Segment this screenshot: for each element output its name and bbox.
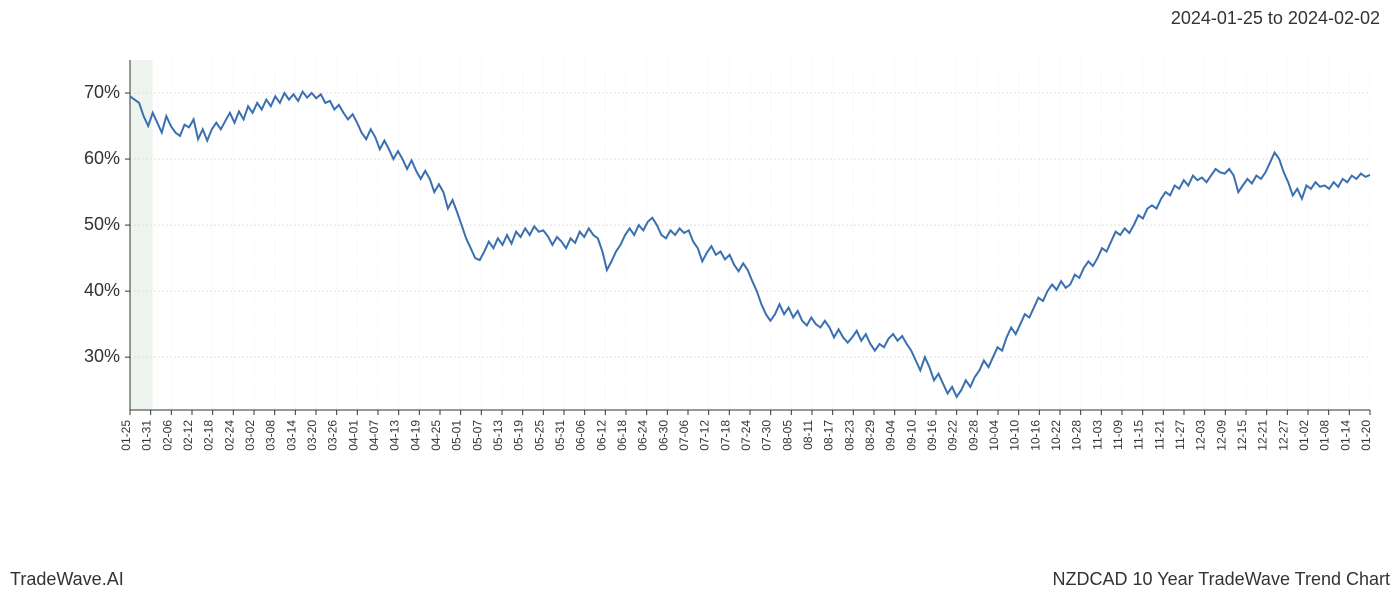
svg-text:04-19: 04-19 <box>408 420 422 451</box>
svg-text:09-28: 09-28 <box>966 420 980 451</box>
svg-text:02-18: 02-18 <box>202 420 216 451</box>
svg-text:50%: 50% <box>84 214 120 234</box>
svg-text:03-02: 03-02 <box>243 420 257 451</box>
svg-text:08-17: 08-17 <box>822 420 836 451</box>
svg-text:02-12: 02-12 <box>181 420 195 451</box>
svg-text:07-18: 07-18 <box>718 420 732 451</box>
brand-label: TradeWave.AI <box>10 569 124 590</box>
svg-text:10-22: 10-22 <box>1049 420 1063 451</box>
svg-text:06-06: 06-06 <box>574 420 588 451</box>
svg-text:04-13: 04-13 <box>388 420 402 451</box>
svg-text:11-15: 11-15 <box>1132 420 1146 450</box>
svg-text:03-20: 03-20 <box>305 420 319 451</box>
svg-text:06-24: 06-24 <box>636 420 650 451</box>
svg-text:12-15: 12-15 <box>1235 420 1249 451</box>
svg-text:03-08: 03-08 <box>264 420 278 451</box>
svg-text:01-31: 01-31 <box>140 420 154 451</box>
svg-text:10-28: 10-28 <box>1070 420 1084 451</box>
svg-text:07-24: 07-24 <box>739 420 753 451</box>
svg-text:01-14: 01-14 <box>1338 420 1352 451</box>
svg-text:05-19: 05-19 <box>512 420 526 451</box>
svg-text:08-23: 08-23 <box>842 420 856 451</box>
svg-text:11-21: 11-21 <box>1152 420 1166 450</box>
svg-text:06-30: 06-30 <box>656 420 670 451</box>
svg-text:06-12: 06-12 <box>594 420 608 451</box>
svg-text:04-25: 04-25 <box>429 420 443 451</box>
svg-text:09-22: 09-22 <box>946 420 960 451</box>
svg-text:03-14: 03-14 <box>284 420 298 451</box>
svg-text:70%: 70% <box>84 82 120 102</box>
svg-text:05-25: 05-25 <box>532 420 546 451</box>
svg-text:06-18: 06-18 <box>615 420 629 451</box>
svg-text:40%: 40% <box>84 280 120 300</box>
trend-chart: 30% 40% 50% 60% 70% 01-25 01-31 02-06 02-12 02-18… <box>70 50 1380 480</box>
svg-text:07-30: 07-30 <box>760 420 774 451</box>
svg-text:11-09: 11-09 <box>1111 420 1125 450</box>
svg-text:10-04: 10-04 <box>987 420 1001 451</box>
svg-text:12-09: 12-09 <box>1214 420 1228 451</box>
svg-text:05-13: 05-13 <box>491 420 505 451</box>
svg-text:04-07: 04-07 <box>367 420 381 451</box>
svg-text:12-21: 12-21 <box>1256 420 1270 451</box>
svg-text:01-02: 01-02 <box>1297 420 1311 451</box>
svg-text:02-06: 02-06 <box>160 420 174 451</box>
date-range-title: 2024-01-25 to 2024-02-02 <box>1171 8 1380 29</box>
svg-text:04-01: 04-01 <box>346 420 360 451</box>
svg-text:05-31: 05-31 <box>553 420 567 451</box>
svg-text:30%: 30% <box>84 346 120 366</box>
svg-text:11-03: 11-03 <box>1090 420 1104 450</box>
svg-text:08-11: 08-11 <box>801 420 815 450</box>
svg-text:01-20: 01-20 <box>1359 420 1373 451</box>
svg-text:07-06: 07-06 <box>677 420 691 451</box>
svg-text:03-26: 03-26 <box>326 420 340 451</box>
chart-title: NZDCAD 10 Year TradeWave Trend Chart <box>1053 569 1390 590</box>
svg-text:07-12: 07-12 <box>698 420 712 451</box>
svg-text:08-05: 08-05 <box>780 420 794 451</box>
svg-text:12-03: 12-03 <box>1194 420 1208 451</box>
svg-text:09-04: 09-04 <box>884 420 898 451</box>
svg-text:60%: 60% <box>84 148 120 168</box>
svg-text:08-29: 08-29 <box>863 420 877 451</box>
svg-text:09-16: 09-16 <box>925 420 939 451</box>
svg-text:10-16: 10-16 <box>1028 420 1042 451</box>
svg-text:11-27: 11-27 <box>1173 420 1187 450</box>
svg-text:05-01: 05-01 <box>450 420 464 451</box>
svg-text:05-07: 05-07 <box>470 420 484 451</box>
chart-svg: 30% 40% 50% 60% 70% 01-25 01-31 02-06 02-12 02-18… <box>70 50 1380 480</box>
svg-text:01-25: 01-25 <box>119 420 133 451</box>
svg-text:10-10: 10-10 <box>1008 420 1022 451</box>
svg-text:12-27: 12-27 <box>1276 420 1290 451</box>
svg-text:01-08: 01-08 <box>1318 420 1332 451</box>
svg-text:09-10: 09-10 <box>904 420 918 451</box>
svg-text:02-24: 02-24 <box>222 420 236 451</box>
